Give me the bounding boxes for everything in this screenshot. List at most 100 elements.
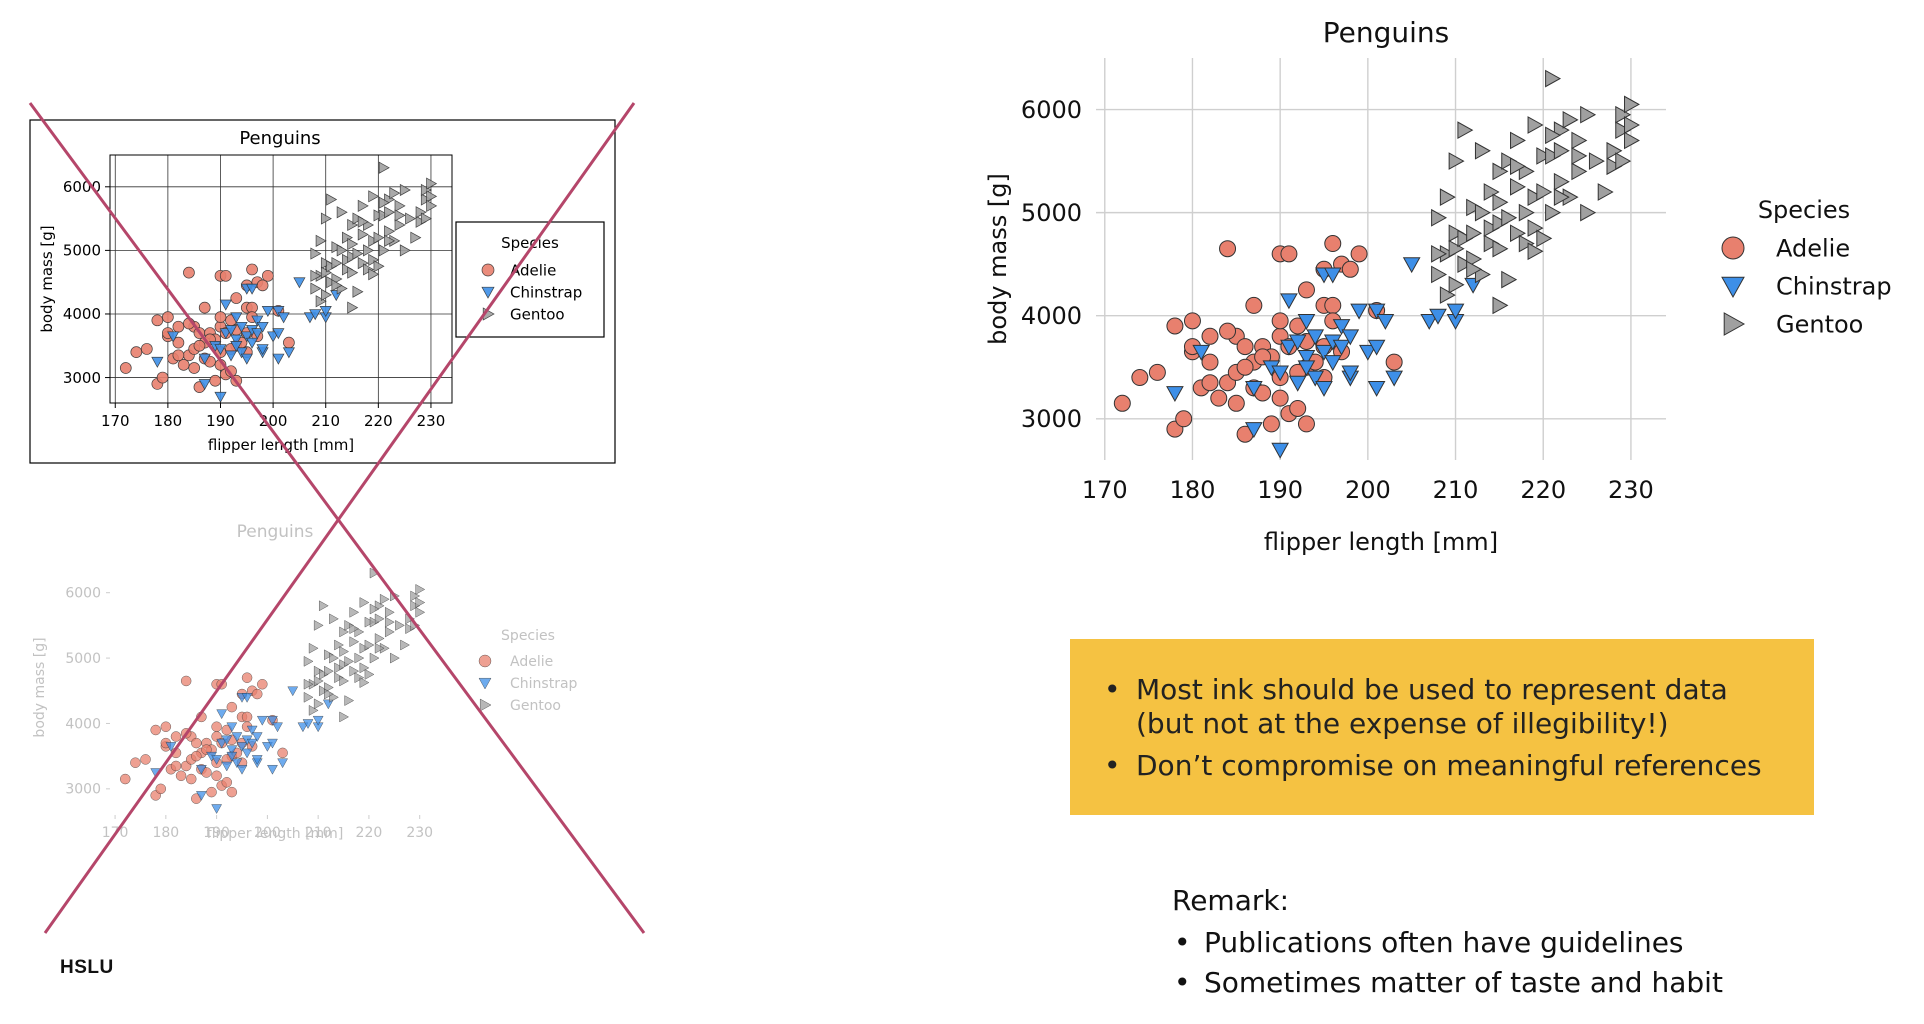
data-point-gentoo — [426, 199, 438, 212]
data-point-gentoo — [1483, 234, 1500, 253]
data-point-gentoo — [310, 247, 322, 260]
y-tick-label: 4000 — [65, 716, 101, 732]
data-point-gentoo — [1527, 188, 1544, 207]
data-point-chinstrap — [251, 755, 263, 765]
data-point-chinstrap — [297, 722, 309, 733]
data-point-adelie — [140, 754, 151, 765]
data-point-chinstrap — [1288, 375, 1307, 392]
y-tick-label: 3000 — [1021, 405, 1082, 433]
data-point-gentoo — [313, 619, 324, 631]
data-point-gentoo — [1571, 147, 1588, 165]
data-point-gentoo — [329, 652, 339, 664]
legend-marker-chinstrap — [1721, 276, 1745, 299]
data-point-adelie — [221, 777, 233, 788]
data-point-gentoo — [324, 665, 334, 677]
x-tick-label: 220 — [356, 825, 383, 841]
data-point-adelie — [172, 320, 185, 333]
data-point-adelie — [1236, 338, 1254, 356]
data-point-adelie — [1227, 394, 1245, 412]
data-point-chinstrap — [236, 764, 248, 775]
data-point-chinstrap — [267, 764, 278, 775]
y-tick-label: 4000 — [1021, 302, 1082, 330]
data-point-gentoo — [1510, 177, 1526, 196]
data-point-gentoo — [326, 193, 338, 206]
data-point-gentoo — [384, 225, 396, 238]
data-point-gentoo — [334, 672, 344, 684]
data-point-gentoo — [364, 639, 375, 651]
data-point-adelie — [185, 773, 197, 785]
data-point-adelie — [1201, 353, 1219, 371]
data-point-adelie — [241, 711, 253, 723]
callout-item: Don’t compromise on meaningful reference… — [1102, 749, 1782, 783]
data-point-chinstrap — [235, 321, 248, 333]
data-point-gentoo — [394, 209, 406, 222]
x-tick-label: 200 — [1345, 476, 1391, 504]
data-point-gentoo — [1448, 239, 1465, 258]
data-point-chinstrap — [277, 758, 289, 769]
data-point-chinstrap — [267, 738, 278, 749]
data-point-adelie — [226, 786, 238, 798]
data-point-chinstrap — [1306, 370, 1325, 387]
data-point-adelie — [1201, 374, 1219, 392]
data-point-adelie — [283, 336, 295, 349]
data-point-gentoo — [318, 685, 329, 697]
y-tick-label: 3000 — [63, 369, 101, 387]
data-point-gentoo — [339, 675, 350, 687]
data-point-chinstrap — [1288, 334, 1307, 351]
data-point-chinstrap — [251, 732, 263, 743]
data-point-gentoo — [1545, 69, 1562, 88]
guideline-callout: Most ink should be used to represent dat… — [1070, 639, 1814, 815]
data-point-gentoo — [1483, 183, 1500, 201]
data-point-gentoo — [1457, 255, 1474, 274]
data-point-chinstrap — [235, 347, 248, 359]
data-point-adelie — [1262, 415, 1280, 433]
data-point-gentoo — [395, 619, 405, 631]
data-point-gentoo — [1597, 183, 1614, 201]
data-point-adelie — [119, 362, 132, 374]
chart-title: Penguins — [1323, 16, 1450, 49]
data-point-gentoo — [308, 642, 319, 654]
y-axis-label: body mass [g] — [984, 173, 1012, 345]
data-point-adelie — [1271, 312, 1289, 330]
data-point-adelie — [1271, 389, 1289, 407]
data-point-gentoo — [1448, 152, 1465, 170]
data-point-adelie — [1236, 358, 1254, 376]
y-tick-label: 5000 — [63, 242, 101, 260]
data-point-gentoo — [349, 623, 360, 635]
data-point-gentoo — [369, 616, 380, 628]
data-point-gentoo — [1536, 183, 1553, 201]
data-point-gentoo — [1492, 162, 1509, 181]
data-point-gentoo — [1571, 131, 1588, 150]
data-point-chinstrap — [261, 742, 273, 752]
data-point-gentoo — [1431, 208, 1448, 227]
data-point-chinstrap — [195, 791, 207, 801]
y-tick-label: 5000 — [1021, 199, 1082, 227]
data-point-adelie — [1297, 415, 1315, 433]
data-point-gentoo — [310, 269, 322, 282]
data-point-chinstrap — [1420, 313, 1439, 330]
data-point-gentoo — [426, 190, 438, 203]
data-point-chinstrap — [256, 321, 269, 333]
legend-marker-gentoo — [479, 698, 492, 712]
data-point-chinstrap — [1271, 442, 1290, 459]
data-point-chinstrap — [256, 715, 268, 726]
data-point-adelie — [1341, 260, 1359, 278]
data-point-chinstrap — [151, 356, 164, 368]
data-point-adelie — [241, 672, 253, 683]
data-point-gentoo — [318, 600, 329, 612]
data-point-gentoo — [354, 652, 365, 664]
data-point-chinstrap — [1323, 355, 1342, 372]
data-point-gentoo — [1501, 152, 1518, 170]
data-point-chinstrap — [230, 334, 243, 346]
data-point-adelie — [206, 786, 217, 798]
data-point-chinstrap — [1350, 303, 1368, 320]
data-point-adelie — [1385, 353, 1403, 371]
x-axis-label: flipper length [mm] — [207, 826, 344, 842]
data-point-chinstrap — [282, 347, 295, 359]
x-tick-label: 210 — [1433, 476, 1479, 504]
data-point-chinstrap — [1244, 422, 1263, 439]
data-point-gentoo — [329, 613, 339, 625]
data-point-gentoo — [1492, 193, 1509, 212]
data-point-gentoo — [359, 642, 370, 654]
data-point-gentoo — [368, 190, 380, 203]
